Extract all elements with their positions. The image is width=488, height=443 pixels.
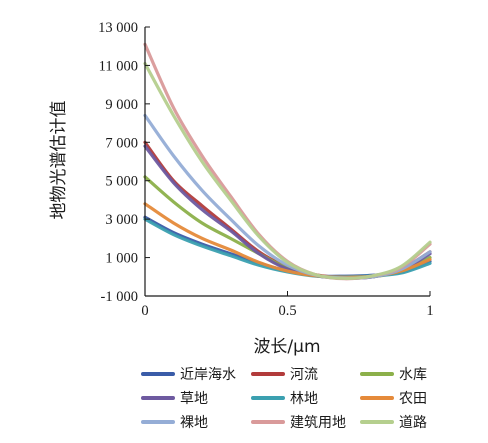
legend-item: 近岸海水	[141, 367, 236, 383]
y-tick-label: 1 000	[105, 251, 138, 267]
legend-label: 建筑用地	[290, 415, 346, 431]
y-tick-label: 13 000	[98, 20, 138, 36]
legend-item: 水库	[360, 367, 427, 383]
legend-label: 农田	[399, 391, 427, 407]
legend-label: 道路	[399, 415, 427, 431]
legend-label: 裸地	[180, 415, 208, 431]
y-ticks: -1 000 1 000 3 000 5 000 7 000 9 000 11 000 13 …	[98, 20, 150, 305]
legend-label: 草地	[180, 391, 208, 407]
axes: -1 000 1 000 3 000 5 000 7 000 9 000 11 000 13 …	[98, 20, 434, 319]
series-line-7	[143, 42, 432, 281]
y-tick-label: 5 000	[105, 174, 138, 190]
legend-item: 草地	[141, 391, 208, 407]
y-tick-label: 7 000	[105, 135, 138, 151]
legend-item: 林地	[251, 391, 318, 407]
y-tick-label: -1 000	[101, 289, 138, 305]
x-tick-label: 0.5	[278, 303, 296, 319]
legend-label: 河流	[290, 367, 318, 383]
x-ticks: 0 0.5 1	[141, 291, 434, 319]
legend-label: 林地	[290, 391, 318, 407]
x-axis-title: 波长/μm	[253, 337, 320, 357]
legend-item: 建筑用地	[251, 415, 346, 431]
y-tick-label: 3 000	[105, 212, 138, 228]
x-tick-label: 1	[426, 303, 433, 319]
series-line-1	[143, 140, 432, 280]
legend-item: 河流	[251, 367, 318, 383]
legend-item: 农田	[360, 391, 427, 407]
x-tick-label: 0	[141, 303, 148, 319]
plot-lines	[143, 42, 432, 281]
y-tick-label: 11 000	[99, 58, 138, 74]
legend-label: 近岸海水	[180, 367, 236, 383]
legend-label: 水库	[399, 367, 427, 383]
legend-item: 道路	[360, 415, 427, 431]
y-axis-title: 地物光谱估计值	[49, 101, 69, 220]
series-line-8	[143, 61, 432, 280]
legend-item: 裸地	[141, 415, 208, 431]
y-tick-label: 9 000	[105, 97, 138, 113]
